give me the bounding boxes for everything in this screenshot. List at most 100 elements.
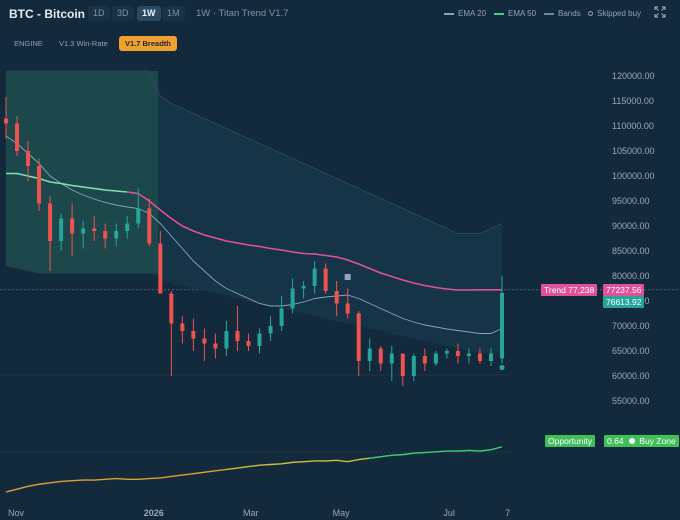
trend-line bbox=[127, 191, 502, 291]
candle bbox=[422, 348, 427, 371]
mode-win-rate[interactable]: V1.3 Win-Rate bbox=[59, 39, 108, 48]
candle-body bbox=[433, 353, 438, 364]
timeframe-1m[interactable]: 1M bbox=[162, 6, 185, 21]
candle-body bbox=[367, 348, 372, 361]
candle-body bbox=[400, 353, 405, 376]
candle-body bbox=[356, 313, 361, 361]
timeframe-3d[interactable]: 3D bbox=[112, 6, 134, 21]
ema-line bbox=[5, 135, 503, 334]
candle bbox=[290, 278, 295, 314]
candle-body bbox=[301, 286, 306, 289]
candle bbox=[356, 311, 361, 376]
candle-body bbox=[334, 291, 339, 304]
candle-body bbox=[422, 356, 427, 364]
candle-body bbox=[37, 166, 42, 204]
candle-body bbox=[48, 203, 53, 241]
candle-body bbox=[81, 228, 86, 234]
chart-subtitle: 1W · Titan Trend V1.7 bbox=[196, 8, 289, 19]
candle-body bbox=[103, 231, 108, 239]
y-tick-label: 55000.00 bbox=[612, 396, 650, 406]
candle-body bbox=[202, 338, 207, 344]
candle bbox=[268, 316, 273, 341]
candle bbox=[48, 196, 53, 271]
y-tick-label: 85000.00 bbox=[612, 246, 650, 256]
candle-body bbox=[213, 343, 218, 349]
candle bbox=[323, 263, 328, 294]
y-tick-label: 70000.00 bbox=[612, 321, 650, 331]
candle-body bbox=[500, 293, 504, 359]
candle bbox=[59, 213, 64, 251]
legend-skipped-buy-label: Skipped buy bbox=[597, 9, 642, 18]
candle bbox=[114, 223, 119, 246]
opportunity-zone-dot-icon bbox=[628, 438, 635, 444]
expand-icon[interactable] bbox=[654, 6, 666, 21]
symbol-title: BTC - Bitcoin bbox=[9, 7, 85, 21]
opportunity-oscillator bbox=[0, 446, 512, 493]
candle-body bbox=[290, 288, 295, 309]
trend-value-tag: 77237.56 bbox=[603, 284, 645, 296]
candle bbox=[466, 348, 471, 364]
candle bbox=[26, 141, 31, 181]
y-tick-label: 120000.00 bbox=[612, 71, 655, 81]
x-tick-label: 7 bbox=[505, 508, 510, 518]
candle-body bbox=[114, 231, 119, 239]
candle-body bbox=[411, 356, 416, 376]
legend-skipped-buy[interactable]: Skipped buy bbox=[588, 9, 641, 18]
candle bbox=[202, 328, 207, 361]
candle bbox=[279, 296, 284, 331]
legend-ema20[interactable]: EMA 20 bbox=[444, 9, 486, 18]
candle bbox=[345, 288, 350, 319]
candle-body bbox=[158, 243, 163, 294]
expand-icon-svg bbox=[654, 6, 666, 18]
mode-engine[interactable]: ENGINE bbox=[14, 39, 43, 48]
opportunity-line-high bbox=[369, 446, 503, 459]
legend-bands[interactable]: Bands bbox=[544, 9, 581, 18]
opportunity-label-tag: Opportunity bbox=[545, 435, 595, 447]
candle bbox=[500, 276, 504, 364]
candle-body bbox=[235, 331, 240, 341]
legend-ema20-label: EMA 20 bbox=[458, 9, 487, 18]
candle-body bbox=[59, 218, 64, 241]
candle-body bbox=[268, 326, 273, 334]
markers bbox=[344, 274, 505, 371]
candle bbox=[37, 158, 42, 211]
candle bbox=[444, 348, 449, 359]
candle bbox=[378, 346, 383, 371]
candle bbox=[180, 316, 185, 344]
bands-swatch bbox=[544, 12, 554, 15]
candle bbox=[169, 291, 174, 376]
candle bbox=[477, 348, 482, 364]
candle-body bbox=[70, 218, 75, 234]
x-tick-label: Mar bbox=[243, 508, 259, 518]
candle bbox=[125, 216, 130, 239]
timeframe-1d[interactable]: 1D bbox=[88, 6, 110, 21]
mode-breadth[interactable]: V1.7 Breadth bbox=[119, 36, 177, 51]
timeframe-1w[interactable]: 1W bbox=[137, 6, 161, 21]
candle bbox=[191, 318, 196, 351]
candle bbox=[136, 188, 141, 229]
candle-body bbox=[257, 333, 262, 346]
candle bbox=[15, 116, 20, 156]
upper-band-line bbox=[6, 70, 503, 234]
candle-body bbox=[488, 353, 493, 361]
candle-body bbox=[455, 351, 460, 356]
legend-ema50-label: EMA 50 bbox=[508, 9, 537, 18]
ema50-swatch bbox=[494, 12, 504, 15]
x-tick-label: Nov bbox=[8, 508, 25, 518]
candle bbox=[213, 333, 218, 359]
candle bbox=[81, 221, 86, 249]
skipped-buy-dot-icon bbox=[588, 11, 593, 16]
y-tick-label: 115000.00 bbox=[612, 96, 654, 106]
candle-body bbox=[92, 228, 97, 231]
candle-body bbox=[169, 293, 174, 324]
candle bbox=[4, 97, 8, 139]
legend-ema50[interactable]: EMA 50 bbox=[494, 9, 536, 18]
candle-body bbox=[345, 303, 350, 314]
x-tick-label: Jul bbox=[443, 508, 455, 518]
candle bbox=[235, 306, 240, 351]
y-tick-label: 110000.00 bbox=[612, 121, 654, 131]
candle bbox=[455, 343, 460, 364]
candle-body bbox=[224, 331, 229, 349]
indicator-lines bbox=[5, 135, 503, 334]
